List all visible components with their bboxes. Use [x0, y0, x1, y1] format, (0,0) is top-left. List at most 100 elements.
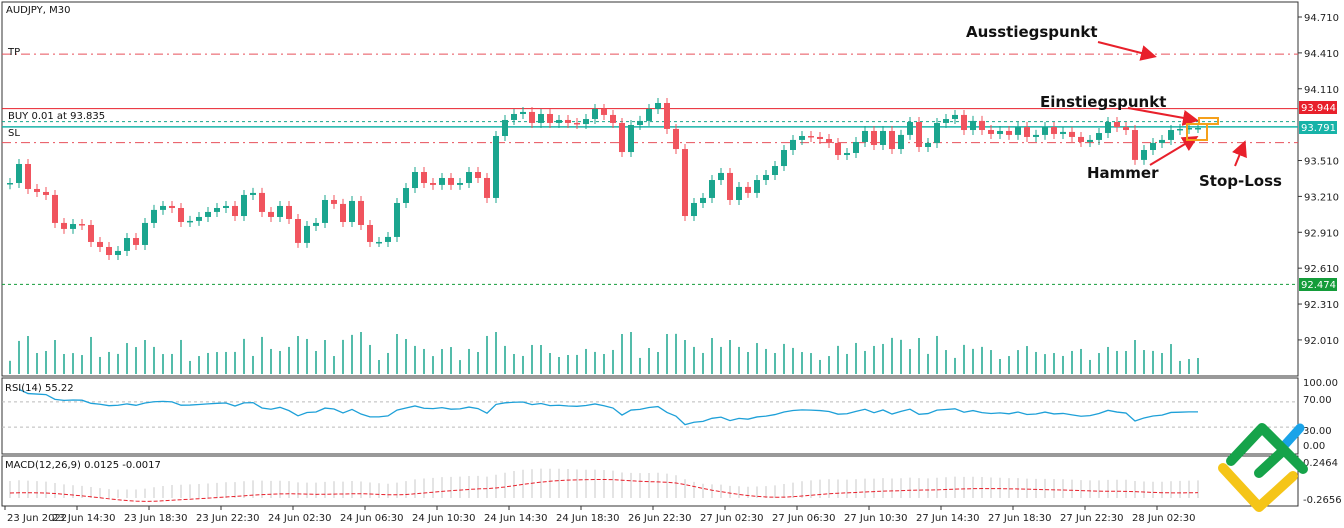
entry-point-annotation: Einstiegspunkt: [1040, 93, 1166, 111]
time-tick-label: 27 Jun 02:30: [700, 513, 764, 524]
candle: [916, 122, 922, 148]
candle: [205, 211, 211, 217]
candle: [295, 219, 301, 243]
time-tick-label: 24 Jun 18:30: [556, 513, 620, 524]
candle: [601, 108, 607, 115]
candle: [187, 220, 193, 223]
candle: [565, 119, 571, 123]
candle: [1033, 134, 1039, 137]
candle: [772, 166, 778, 175]
rsi-tick: 30.00: [1303, 426, 1332, 437]
candle: [1168, 130, 1174, 140]
exit-point-annotation: Ausstiegspunkt: [966, 23, 1098, 41]
tp-label: TP: [7, 47, 20, 58]
macd-tick: -0.2656: [1303, 495, 1342, 506]
candle: [1024, 127, 1030, 137]
candle: [943, 119, 949, 123]
time-tick-label: 26 Jun 22:30: [628, 513, 692, 524]
candle: [628, 124, 634, 153]
candle: [358, 200, 364, 225]
candle: [1051, 127, 1057, 134]
price-tick-label: 93.210: [1304, 192, 1339, 203]
candle: [322, 199, 328, 223]
ask-price-tag-bg: [1299, 101, 1337, 114]
candle: [250, 192, 256, 195]
rsi-label: RSI(14) 55.22: [5, 383, 74, 394]
candle: [979, 120, 985, 131]
candle: [1060, 131, 1066, 134]
candle: [997, 130, 1003, 134]
rsi-tick: 100.00: [1303, 378, 1338, 389]
rsi-line: [18, 388, 1198, 426]
candle: [844, 152, 850, 156]
candle: [493, 136, 499, 198]
exit-arrow-icon: [1097, 41, 1157, 61]
candle: [682, 149, 688, 217]
candle: [367, 224, 373, 242]
candle: [169, 205, 175, 209]
time-tick-label: 24 Jun 02:30: [268, 513, 332, 524]
hammer-annotation: Hammer: [1087, 164, 1159, 182]
low-price-tag: 92.474: [1301, 280, 1336, 291]
candle: [1132, 130, 1138, 160]
candle: [862, 130, 868, 142]
candle: [754, 180, 760, 193]
candle: [520, 111, 526, 114]
candle: [151, 209, 157, 223]
candle: [745, 186, 751, 193]
candle: [448, 177, 454, 185]
candle: [268, 211, 274, 217]
candle: [646, 108, 652, 121]
candle: [277, 205, 283, 217]
candle: [718, 172, 724, 181]
macd-signal-line: [9, 479, 1199, 502]
candle: [691, 202, 697, 217]
time-tick-label: 27 Jun 06:30: [772, 513, 836, 524]
candle: [439, 177, 445, 185]
low-price-tag-bg: [1299, 278, 1337, 291]
candle: [88, 224, 94, 242]
entry-highlight-box: [1198, 117, 1219, 125]
candle: [835, 142, 841, 156]
candle: [7, 183, 13, 185]
candle: [124, 238, 130, 251]
macd-label: MACD(12,26,9) 0.0125 -0.0017: [5, 460, 161, 471]
macd-tick: 0.2464: [1303, 458, 1338, 469]
candle: [637, 120, 643, 125]
candle: [1105, 122, 1111, 134]
time-tick-label: 23 Jun 22:30: [196, 513, 260, 524]
candle: [421, 172, 427, 184]
candle: [988, 130, 994, 134]
stop-loss-arrow-icon: [1232, 140, 1247, 167]
candle: [538, 113, 544, 123]
candle: [736, 186, 742, 200]
time-tick-label: 23 Jun 14:30: [52, 513, 116, 524]
candle: [1087, 139, 1093, 142]
candle: [1042, 127, 1048, 135]
candle: [1141, 149, 1147, 160]
candle: [934, 122, 940, 143]
candle: [160, 205, 166, 210]
candle: [331, 199, 337, 204]
macd-pane: [1, 455, 1299, 507]
candle: [592, 108, 598, 120]
candle: [583, 119, 589, 125]
entry-arrow-icon: [1127, 107, 1199, 126]
candle: [952, 114, 958, 120]
candle: [970, 120, 976, 131]
candle: [502, 119, 508, 137]
candle: [304, 225, 310, 243]
hammer-highlight-box: [1186, 123, 1208, 141]
candle: [196, 216, 202, 221]
candle: [709, 180, 715, 198]
bid-price-tag-bg: [1299, 121, 1337, 134]
candle: [412, 172, 418, 189]
candle: [556, 119, 562, 123]
candle: [79, 224, 85, 226]
candle: [1177, 128, 1183, 131]
candle: [142, 222, 148, 245]
price-tick-label: 92.910: [1304, 228, 1339, 239]
candle: [763, 174, 769, 181]
candle: [1114, 122, 1120, 128]
